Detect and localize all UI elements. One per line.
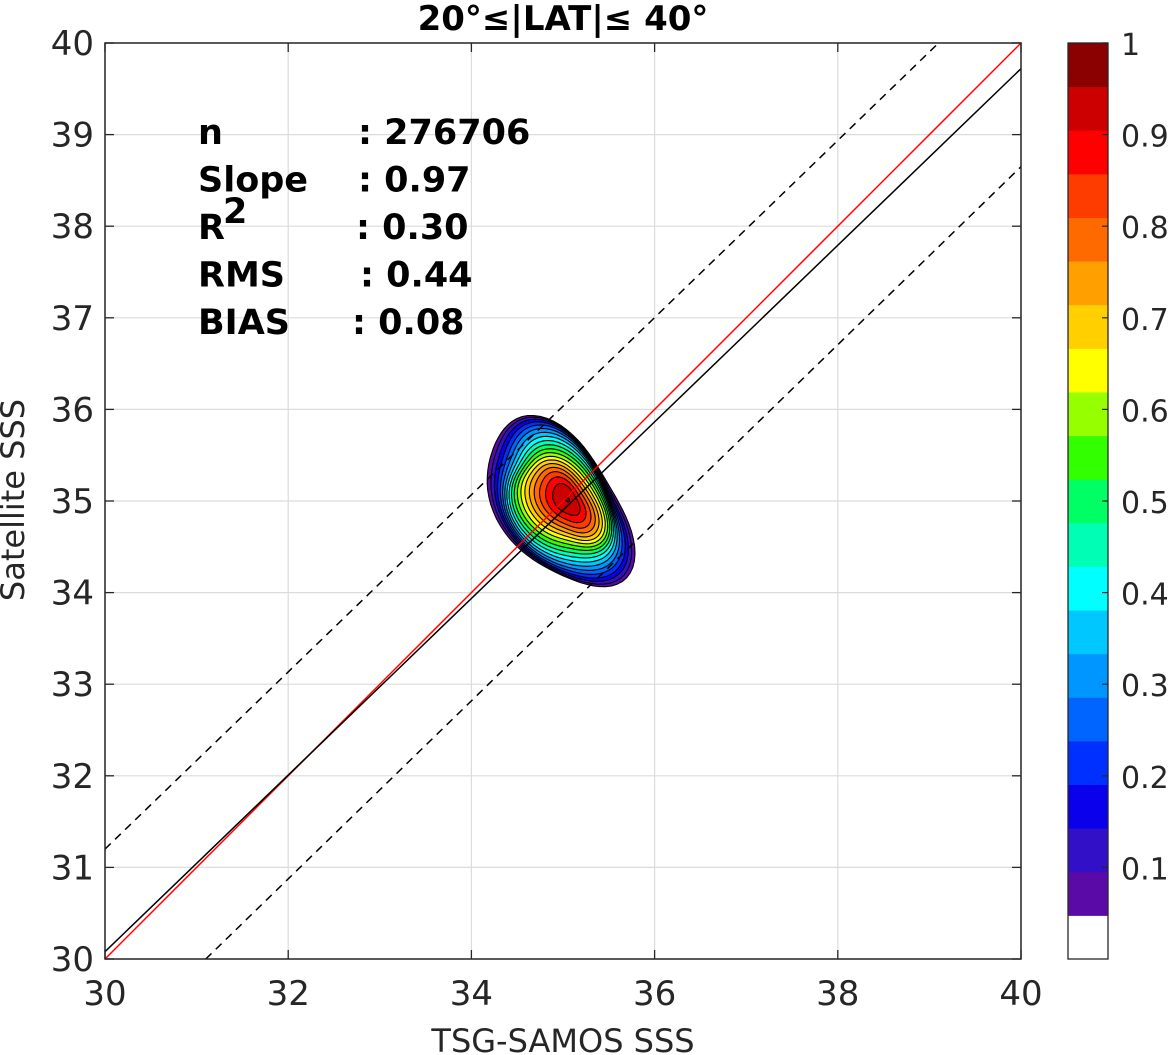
colorbar-swatch bbox=[1068, 130, 1108, 175]
x-tick-label: 32 bbox=[267, 974, 310, 1014]
colorbar-swatch bbox=[1068, 348, 1108, 393]
y-axis-ticks: 30 31 32 33 34 35 36 37 38 39 40 bbox=[51, 24, 1021, 980]
stat-value: : 0.30 bbox=[356, 208, 469, 248]
x-tick-label: 30 bbox=[83, 974, 126, 1014]
colorbar-tick-label: 0.7 bbox=[1121, 303, 1169, 338]
colorbar-swatch bbox=[1068, 304, 1108, 349]
y-tick-label: 31 bbox=[51, 848, 94, 888]
colorbar-tick-label: 0.1 bbox=[1121, 852, 1169, 887]
y-tick-label: 35 bbox=[51, 482, 94, 522]
y-tick-label: 33 bbox=[51, 665, 94, 705]
x-tick-label: 40 bbox=[999, 974, 1042, 1014]
one-to-one-line bbox=[104, 42, 1022, 960]
colorbar-tick-label: 0.8 bbox=[1121, 211, 1169, 246]
regression-line bbox=[104, 68, 1022, 953]
colorbar-swatch bbox=[1068, 435, 1108, 480]
colorbar-tick-label: 0.9 bbox=[1121, 120, 1169, 155]
colorbar-tick-label: 0.3 bbox=[1121, 669, 1169, 704]
colorbar-tick-label: 0.6 bbox=[1121, 394, 1169, 429]
x-axis-ticks: 30 32 34 36 38 40 bbox=[83, 43, 1043, 1014]
colorbar-swatch bbox=[1068, 871, 1108, 916]
stat-label: BIAS bbox=[198, 303, 290, 343]
colorbar-tick-label: 0.2 bbox=[1121, 761, 1169, 796]
y-tick-label: 39 bbox=[51, 116, 94, 156]
colorbar-swatch bbox=[1068, 784, 1108, 829]
colorbar-tick-label: 0.4 bbox=[1121, 578, 1169, 613]
lower-bound-line bbox=[205, 166, 1022, 960]
stat-label-superscript: 2 bbox=[223, 192, 247, 232]
colorbar-swatch bbox=[1068, 610, 1108, 655]
colorbar-swatch bbox=[1068, 217, 1108, 262]
statistics-box: n : 276706 Slope : 0.97 R2 : 0.30 RMS : 0.44 BIA… bbox=[198, 113, 530, 343]
stat-value: : 0.44 bbox=[360, 256, 473, 296]
y-tick-label: 36 bbox=[51, 390, 94, 430]
colorbar-tick-label: 0.5 bbox=[1121, 486, 1169, 521]
stat-label: RMS bbox=[198, 256, 285, 296]
x-tick-label: 36 bbox=[633, 974, 676, 1014]
colorbar-swatch bbox=[1068, 566, 1108, 611]
colorbar-swatch bbox=[1068, 391, 1108, 437]
colorbar-swatch bbox=[1068, 740, 1108, 786]
colorbar-swatch bbox=[1068, 653, 1108, 698]
colorbar-swatch bbox=[1068, 915, 1108, 960]
y-tick-label: 37 bbox=[51, 299, 94, 339]
stat-value: : 276706 bbox=[358, 113, 530, 153]
colorbar-swatch bbox=[1068, 86, 1108, 131]
colorbar-swatch bbox=[1068, 522, 1108, 567]
x-tick-label: 38 bbox=[816, 974, 859, 1014]
y-tick-label: 32 bbox=[51, 757, 94, 797]
reference-lines bbox=[104, 42, 1022, 960]
stat-label: n bbox=[198, 113, 223, 153]
y-tick-label: 34 bbox=[51, 574, 94, 614]
y-tick-label: 38 bbox=[51, 207, 94, 247]
x-axis-label: TSG-SAMOS SSS bbox=[430, 1022, 694, 1055]
y-tick-label: 30 bbox=[51, 940, 94, 980]
colorbar-swatch bbox=[1068, 697, 1108, 742]
y-axis-label: Satellite SSS bbox=[0, 399, 32, 601]
colorbar: 0.1 0.2 0.3 0.4 0.5 0.6 0.7 0.8 0.9 1 bbox=[1067, 28, 1169, 960]
colorbar-swatch bbox=[1068, 479, 1108, 524]
stat-label: R bbox=[198, 208, 225, 248]
stat-label: Slope bbox=[198, 161, 308, 201]
chart-title: 20°≤|LAT|≤ 40° bbox=[418, 0, 709, 39]
y-tick-label: 40 bbox=[51, 24, 94, 64]
upper-bound-line bbox=[104, 42, 940, 850]
colorbar-tick-label: 1 bbox=[1121, 28, 1140, 63]
colorbar-swatch bbox=[1068, 43, 1108, 88]
stat-value: : 0.08 bbox=[352, 303, 465, 343]
colorbar-swatch bbox=[1068, 261, 1108, 306]
x-tick-label: 34 bbox=[450, 974, 493, 1014]
colorbar-swatch bbox=[1068, 828, 1108, 873]
stat-value: : 0.97 bbox=[358, 161, 471, 201]
colorbar-swatch bbox=[1068, 173, 1108, 218]
